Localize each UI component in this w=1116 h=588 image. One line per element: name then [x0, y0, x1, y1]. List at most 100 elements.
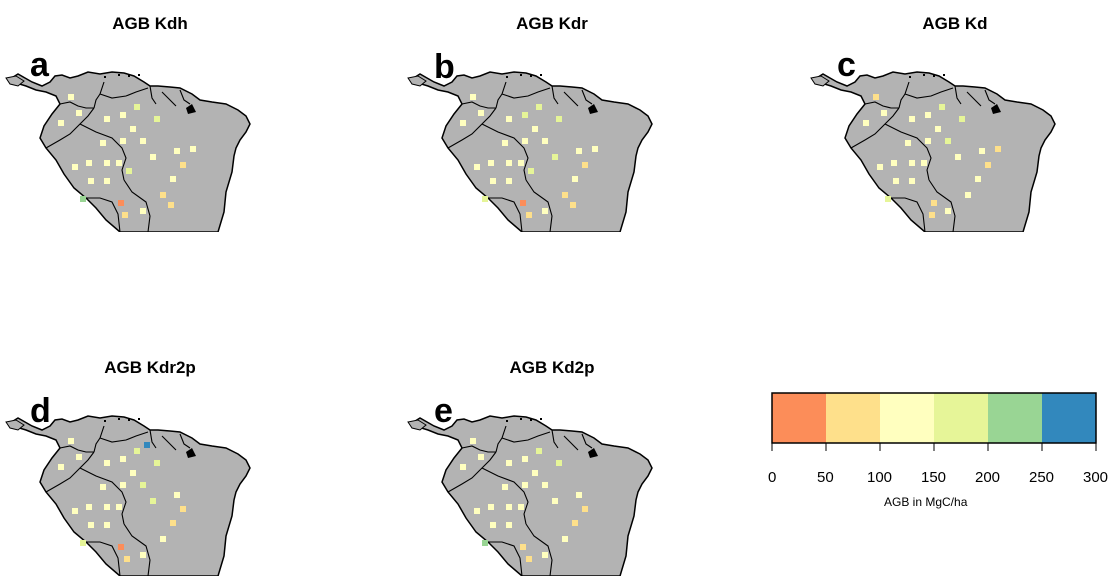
south-america-map — [5, 71, 251, 232]
agb-cell — [160, 192, 166, 198]
agb-cell — [118, 200, 124, 206]
agb-cell — [522, 482, 528, 488]
agb-cell — [945, 208, 951, 214]
agb-cell — [120, 138, 126, 144]
country-border — [59, 101, 94, 109]
agb-cell — [140, 552, 146, 558]
island-dot — [506, 76, 508, 78]
agb-cell — [556, 116, 562, 122]
agb-cell — [478, 454, 484, 460]
country-border — [84, 541, 121, 576]
agb-cell — [995, 146, 1001, 152]
agb-cell — [909, 116, 915, 122]
legend-tick-label: 300 — [1083, 469, 1109, 486]
agb-cell — [526, 556, 532, 562]
agb-cell — [881, 110, 887, 116]
agb-cell — [58, 464, 64, 470]
agb-cell — [150, 498, 156, 504]
country-border — [563, 435, 579, 451]
agb-cell — [552, 154, 558, 160]
country-border — [864, 101, 899, 109]
agb-cell — [526, 212, 532, 218]
agb-cell — [945, 138, 951, 144]
agb-cell — [58, 120, 64, 126]
country-border — [581, 433, 593, 449]
country-border — [581, 89, 593, 105]
agb-cell — [506, 116, 512, 122]
agb-cell — [130, 470, 136, 476]
color-legend: 0 50 100 150 200 250 300 AGB in MgC/ha — [760, 385, 1110, 515]
agb-cell — [506, 160, 512, 166]
agb-cell — [542, 208, 548, 214]
agb-cell — [873, 94, 879, 100]
agb-cell — [120, 456, 126, 462]
agb-cell — [536, 448, 542, 454]
agb-cell — [877, 164, 883, 170]
agb-cell — [522, 112, 528, 118]
country-border — [84, 197, 121, 232]
agb-cell — [154, 460, 160, 466]
island-dot — [128, 75, 130, 77]
land-mass — [410, 71, 653, 232]
country-border — [99, 431, 149, 443]
coastal-detail — [588, 104, 598, 114]
agb-cell — [130, 126, 136, 132]
legend-colorbar — [771, 392, 1097, 451]
agb-cell — [562, 536, 568, 542]
agb-cell — [168, 202, 174, 208]
agb-cell — [542, 482, 548, 488]
panel-letter: a — [30, 46, 49, 84]
country-border — [161, 435, 177, 451]
agb-cell — [86, 504, 92, 510]
agb-cell — [909, 160, 915, 166]
agb-cell — [470, 438, 476, 444]
agb-cell — [68, 438, 74, 444]
agb-cell — [460, 464, 466, 470]
country-border — [850, 107, 900, 149]
legend-tick-label: 200 — [975, 469, 1001, 486]
island-dot — [104, 76, 106, 78]
agb-cell — [506, 178, 512, 184]
map-panel-c: AGB Kd c — [805, 14, 1105, 244]
agb-cell — [174, 492, 180, 498]
agb-cell — [885, 196, 891, 202]
agb-cell — [140, 482, 146, 488]
agb-cell — [104, 504, 110, 510]
land-mass — [810, 75, 830, 87]
agb-cell — [532, 126, 538, 132]
country-border — [563, 91, 579, 107]
agb-cell — [488, 504, 494, 510]
agb-cell — [482, 540, 488, 546]
panel-letter: e — [434, 392, 453, 430]
agb-cell — [582, 162, 588, 168]
legend-tick-label: 50 — [817, 469, 834, 486]
country-border — [551, 429, 559, 449]
agb-cell — [120, 112, 126, 118]
island-dot — [530, 75, 532, 77]
agb-cell — [925, 138, 931, 144]
agb-cell — [88, 522, 94, 528]
panel-title: AGB Kdr2p — [104, 358, 196, 377]
country-border — [99, 87, 149, 99]
agb-cell — [891, 160, 897, 166]
panel-title: AGB Kd — [922, 14, 988, 33]
land-mass — [5, 75, 25, 87]
agb-cell — [180, 506, 186, 512]
country-border — [495, 425, 507, 453]
panel-letter: c — [837, 46, 856, 84]
map-panel-d: AGB Kdr2p d — [0, 358, 300, 588]
country-border — [904, 87, 954, 99]
agb-cell — [140, 138, 146, 144]
agb-cell — [474, 508, 480, 514]
agb-cell — [518, 504, 524, 510]
country-border — [447, 107, 497, 149]
agb-cell — [72, 164, 78, 170]
country-border — [161, 91, 177, 107]
agb-cell — [68, 94, 74, 100]
agb-cell — [929, 212, 935, 218]
agb-cell — [502, 140, 508, 146]
country-border — [79, 123, 127, 181]
agb-cell — [506, 504, 512, 510]
island-dot — [933, 75, 935, 77]
agb-cell — [474, 164, 480, 170]
